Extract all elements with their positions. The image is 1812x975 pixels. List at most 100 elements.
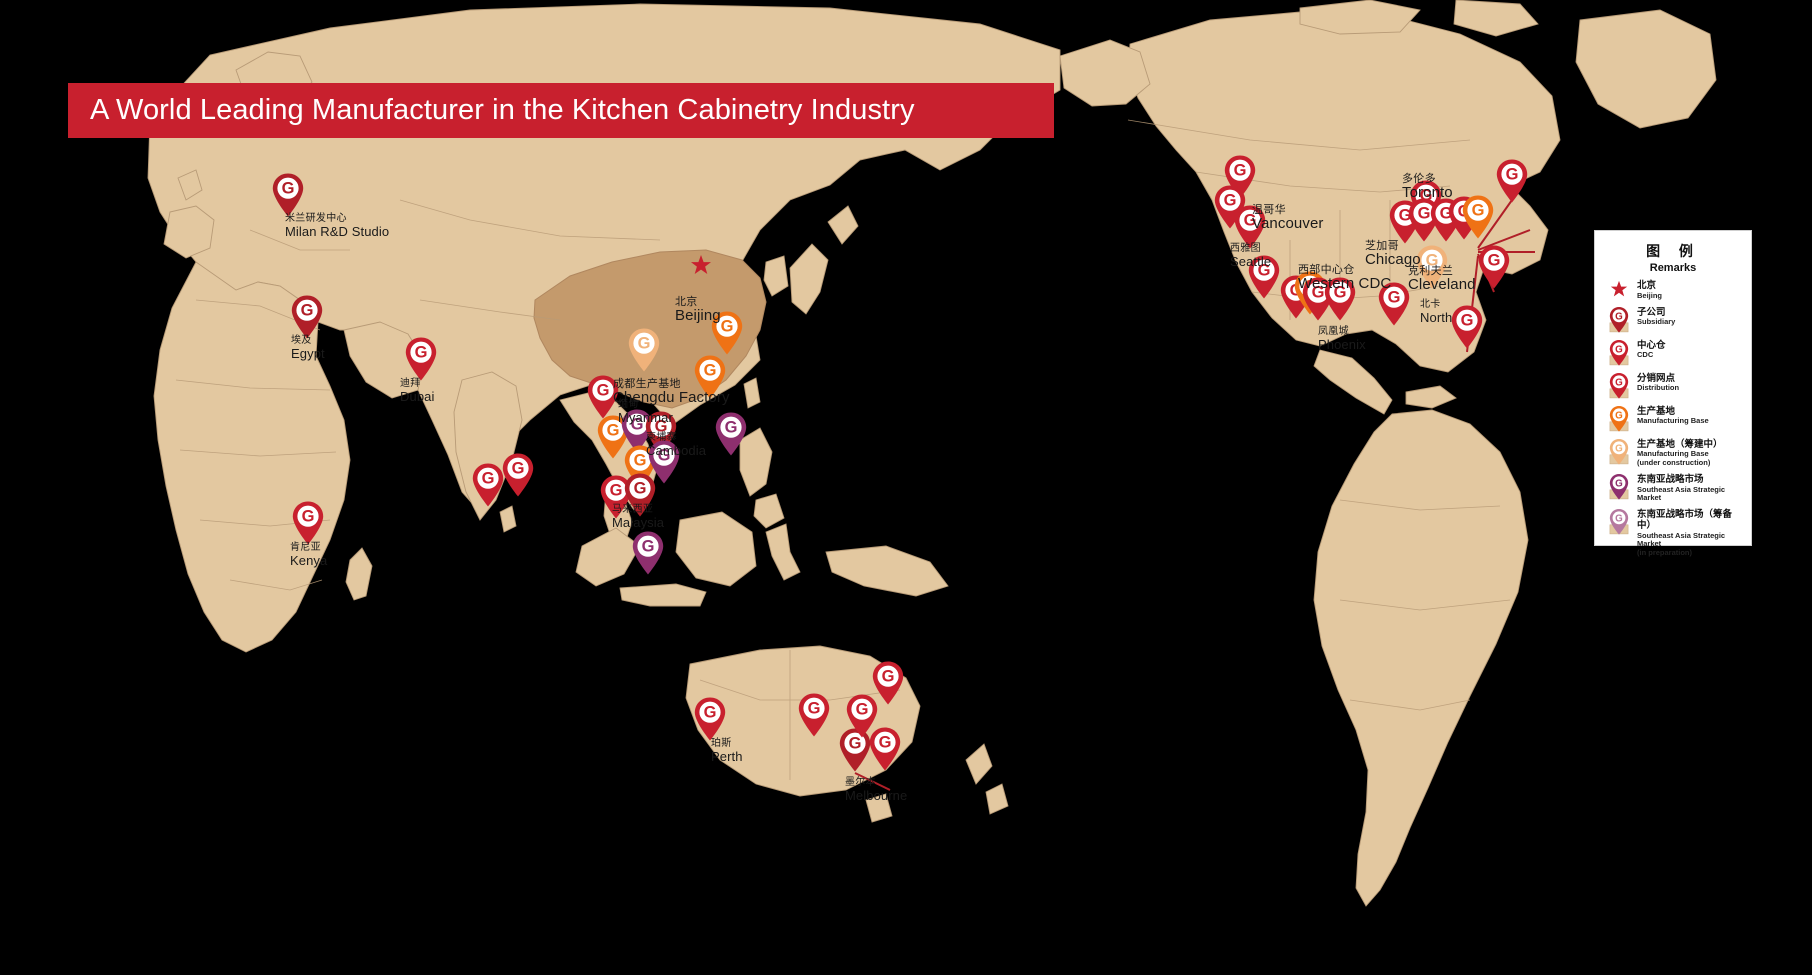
pin-texas[interactable]: G — [1377, 281, 1411, 327]
pin-indonesia[interactable]: G — [631, 530, 665, 576]
svg-text:G: G — [282, 180, 295, 198]
svg-text:G: G — [721, 318, 734, 336]
pin-adelaide[interactable]: G — [797, 692, 831, 738]
pin-vietnam-3[interactable]: G — [647, 439, 681, 485]
pin-egypt[interactable]: G — [290, 294, 324, 340]
legend-label-en-4: Manufacturing Base — [1637, 416, 1709, 426]
legend-row-6: G 东南亚战略市场 Southeast Asia Strategic Market — [1603, 473, 1743, 503]
pin-kenya[interactable]: G — [291, 500, 325, 546]
svg-text:G: G — [597, 382, 610, 400]
pin-westcdc-4[interactable]: G — [1323, 276, 1357, 322]
pin-canberra[interactable]: G — [845, 693, 879, 739]
pin-newyork[interactable]: G — [1495, 158, 1529, 204]
legend-row-7: G 东南亚战略市场（筹备中） Southeast Asia Strategic M… — [1603, 508, 1743, 558]
legend-title-cn: 图 例 — [1646, 244, 1700, 260]
pin-dubai[interactable]: G — [404, 336, 438, 382]
legend-text-2: 中心仓 CDC — [1635, 339, 1666, 361]
legend-label-en-6: Southeast Asia Strategic Market — [1637, 484, 1726, 503]
legend-row-0: 北京 Beijing — [1603, 279, 1743, 301]
legend-text-5: 生产基地（筹建中） Manufacturing Base (under constr… — [1635, 438, 1723, 468]
svg-text:G: G — [1615, 311, 1623, 322]
pin-florida[interactable]: G — [1450, 304, 1484, 350]
pin-milan[interactable]: G — [271, 172, 305, 218]
svg-text:G: G — [1234, 162, 1247, 180]
svg-text:G: G — [849, 735, 862, 753]
svg-text:G: G — [1615, 377, 1623, 388]
pin-california[interactable]: G — [1247, 254, 1281, 300]
legend-title: 图 例 Remarks — [1603, 241, 1743, 274]
svg-text:G: G — [1426, 252, 1439, 270]
svg-text:G: G — [642, 538, 655, 556]
legend-label-en-1: Subsidiary — [1637, 317, 1676, 327]
legend-title-en: Remarks — [1649, 262, 1697, 274]
legend-label-cn-4: 生产基地 — [1637, 405, 1676, 417]
legend-rows: 北京 Beijing G 子公司 Subsidiary G 中心仓 CDC G 分销网… — [1603, 279, 1743, 558]
pin-sydney[interactable]: G — [871, 660, 905, 706]
svg-text:G: G — [1615, 410, 1623, 421]
pin-malaysia-2[interactable]: G — [623, 472, 657, 518]
legend-label-en2-7: (in preparation) — [1637, 547, 1693, 557]
pin-brisbane[interactable]: G — [868, 726, 902, 772]
pin-icon: G — [1603, 473, 1635, 501]
legend-row-4: G 生产基地 Manufacturing Base — [1603, 405, 1743, 433]
svg-text:G: G — [882, 668, 895, 686]
legend-text-4: 生产基地 Manufacturing Base — [1635, 405, 1709, 427]
pin-melbourne[interactable]: G — [838, 727, 872, 773]
legend-label-cn-3: 分销网点 — [1637, 372, 1676, 384]
pin-seattle[interactable]: G — [1233, 204, 1267, 250]
svg-text:G: G — [1488, 252, 1501, 270]
legend-panel: 图 例 Remarks 北京 Beijing G 子公司 Subsidiary G … — [1594, 230, 1752, 557]
legend-text-1: 子公司 Subsidiary — [1635, 306, 1675, 328]
pin-india-west[interactable]: G — [471, 462, 505, 508]
pin-shanghai[interactable]: G — [710, 310, 744, 356]
svg-text:G: G — [879, 734, 892, 752]
legend-row-3: G 分销网点 Distribution — [1603, 372, 1743, 400]
legend-text-0: 北京 Beijing — [1635, 279, 1662, 301]
legend-label-en-3: Distribution — [1637, 383, 1680, 393]
pin-icon: G — [1603, 372, 1635, 400]
svg-text:G: G — [1615, 443, 1623, 454]
pin-atlantic[interactable]: G — [1477, 244, 1511, 290]
star-icon — [1603, 279, 1635, 299]
svg-text:G: G — [631, 416, 644, 434]
legend-label-cn-5: 生产基地（筹建中） — [1637, 438, 1723, 450]
pin-india-east[interactable]: G — [501, 452, 535, 498]
beijing-star-icon — [690, 254, 712, 276]
legend-row-2: G 中心仓 CDC — [1603, 339, 1743, 367]
pin-perth[interactable]: G — [693, 696, 727, 742]
svg-text:G: G — [1334, 284, 1347, 302]
legend-label-en-5: Manufacturing Base — [1637, 449, 1709, 459]
pin-icon: G — [1603, 339, 1635, 367]
pin-icon: G — [1603, 405, 1635, 433]
pin-cleveland-3[interactable]: G — [1461, 194, 1495, 240]
svg-text:G: G — [1418, 205, 1431, 223]
legend-text-6: 东南亚战略市场 Southeast Asia Strategic Market — [1635, 473, 1743, 503]
legend-row-1: G 子公司 Subsidiary — [1603, 306, 1743, 334]
legend-label-cn-6: 东南亚战略市场 — [1637, 473, 1704, 485]
svg-text:G: G — [655, 418, 668, 436]
svg-text:G: G — [1224, 192, 1237, 210]
legend-label-en2-5: (under construction) — [1637, 458, 1711, 468]
pin-guangzhou[interactable]: G — [693, 354, 727, 400]
legend-label-cn-7: 东南亚战略市场（筹备中） — [1637, 508, 1733, 531]
legend-label-cn-0: 北京 — [1637, 280, 1657, 291]
svg-text:G: G — [482, 470, 495, 488]
pin-thai-2[interactable]: G — [620, 408, 654, 454]
pin-thai-1[interactable]: G — [596, 414, 630, 460]
svg-text:G: G — [856, 701, 869, 719]
pin-northcarolina[interactable]: G — [1415, 244, 1449, 290]
pin-philippines[interactable]: G — [714, 411, 748, 457]
svg-text:G: G — [638, 335, 651, 353]
svg-text:G: G — [301, 302, 314, 320]
pin-malaysia-1[interactable]: G — [599, 474, 633, 520]
legend-label-en-7: Southeast Asia Strategic Market — [1637, 530, 1726, 549]
svg-text:G: G — [704, 362, 717, 380]
svg-text:G: G — [1506, 166, 1519, 184]
pin-chengdu[interactable]: G — [627, 327, 661, 373]
legend-label-en-2: CDC — [1637, 350, 1654, 360]
pin-myanmar[interactable]: G — [586, 374, 620, 420]
svg-text:G: G — [302, 508, 315, 526]
svg-text:G: G — [610, 482, 623, 500]
